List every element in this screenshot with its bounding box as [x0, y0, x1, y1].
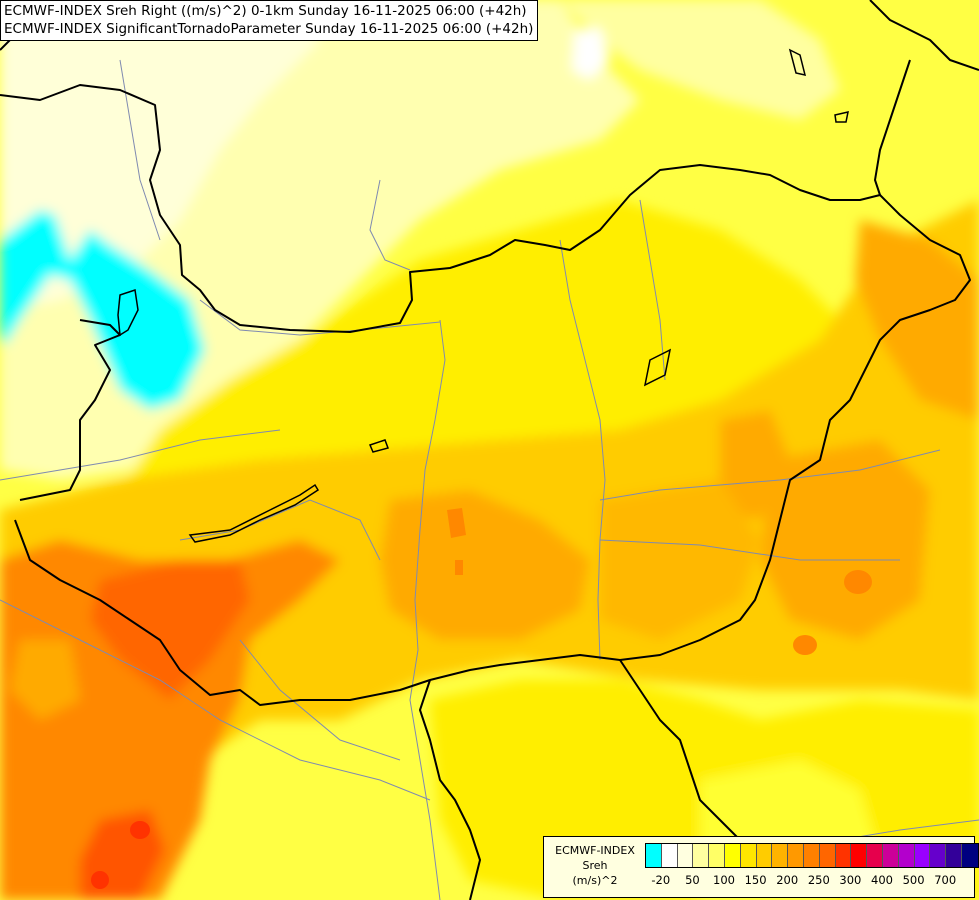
contour-orange-east	[760, 440, 930, 640]
border-ne-inner	[874, 59, 911, 196]
contour-orange-ne	[855, 220, 979, 420]
border-main	[0, 84, 971, 706]
border-ne-top	[869, 0, 979, 71]
field-hotspots	[91, 508, 872, 889]
legend-swatch	[819, 844, 836, 867]
legend-tick-label: 250	[807, 873, 830, 887]
hotspot-sw-2	[91, 871, 109, 889]
contour-orange-mid-east	[600, 480, 760, 640]
legend-swatch	[851, 844, 868, 867]
hotspot-east	[844, 570, 872, 594]
lake-ne-2	[834, 111, 849, 123]
legend-swatch	[882, 844, 899, 867]
river-danube	[409, 319, 446, 900]
legend-color-scale	[645, 843, 979, 868]
river-west	[0, 429, 281, 481]
lake-velence	[368, 439, 389, 453]
river-northeast	[639, 199, 666, 381]
map-title-line-1: ECMWF-INDEX Sreh Right ((m/s)^2) 0-1km S…	[4, 3, 527, 19]
contour-very-pale-nw	[0, 0, 320, 310]
legend-tick-label: 50	[685, 873, 700, 887]
border-south-east	[619, 659, 741, 841]
legend-tick-label: 300	[839, 873, 862, 887]
legend-swatch	[661, 844, 678, 867]
river-drava	[179, 499, 381, 561]
river-tisza	[559, 239, 606, 661]
legend-swatch	[961, 844, 978, 867]
lakes	[117, 48, 849, 543]
contour-dark-orange-sw	[0, 540, 340, 900]
legend-swatch	[946, 844, 962, 867]
legend-swatch	[740, 844, 757, 867]
legend-tick-label: 400	[871, 873, 893, 887]
legend-swatch	[914, 844, 931, 867]
legend-swatch	[803, 844, 820, 867]
river-north-2	[369, 179, 411, 271]
legend-swatch	[930, 844, 947, 867]
legend-tick-label: 700	[934, 873, 957, 887]
legend-title-line: (m/s)^2	[572, 874, 618, 887]
river-east-1	[599, 449, 941, 501]
legend-tick-label: 200	[776, 873, 799, 887]
map-title-line-2: ECMWF-INDEX SignificantTornadoParameter …	[4, 21, 534, 37]
river-sava	[0, 599, 431, 801]
legend-tick-labels: -20 50 100 150 200 250 300 400 500 700	[645, 873, 965, 889]
contour-cyan-negative	[0, 210, 205, 410]
border-south	[419, 679, 481, 900]
lake-balaton	[188, 483, 320, 543]
legend-swatch	[724, 844, 741, 867]
river-east-2	[599, 539, 900, 561]
legend-swatch	[898, 844, 915, 867]
legend-tick-label: 150	[744, 873, 767, 887]
legend-tick-label: 500	[902, 873, 925, 887]
river-nw	[119, 59, 161, 241]
legend-title-line: ECMWF-INDEX	[555, 844, 635, 857]
legend-swatch	[693, 844, 710, 867]
legend-swatch	[677, 844, 694, 867]
border-west	[19, 319, 121, 501]
river-south-west	[239, 639, 401, 761]
hotspot-southeast	[793, 635, 817, 655]
lake-ne	[788, 48, 807, 76]
legend-swatch	[756, 844, 773, 867]
hotspot-center-small	[455, 560, 463, 575]
lake-neusiedl	[117, 289, 139, 337]
legend-swatch	[788, 844, 804, 867]
rivers	[0, 59, 979, 900]
river-north	[199, 299, 441, 336]
color-legend: ECMWF-INDEX Sreh (m/s)^2 -20 50 100 150 200 2…	[543, 836, 979, 898]
contour-orange-west	[10, 640, 80, 720]
legend-swatch	[772, 844, 789, 867]
map-title-box: ECMWF-INDEX Sreh Right ((m/s)^2) 0-1km S…	[0, 0, 539, 41]
legend-swatch	[709, 844, 725, 867]
legend-title: ECMWF-INDEX Sreh (m/s)^2	[546, 843, 644, 888]
legend-swatch	[646, 844, 662, 867]
lake-tisza	[643, 348, 672, 387]
contour-orange-center	[380, 490, 590, 640]
contour-pale-n	[560, 0, 840, 120]
contour-white-top	[572, 28, 610, 80]
legend-title-line: Sreh	[582, 859, 608, 872]
legend-swatch	[835, 844, 852, 867]
hotspot-center	[447, 508, 466, 538]
legend-swatch	[867, 844, 883, 867]
legend-tick-label: -20	[651, 873, 671, 887]
legend-tick-label: 100	[713, 873, 735, 887]
hotspot-sw	[130, 821, 150, 839]
